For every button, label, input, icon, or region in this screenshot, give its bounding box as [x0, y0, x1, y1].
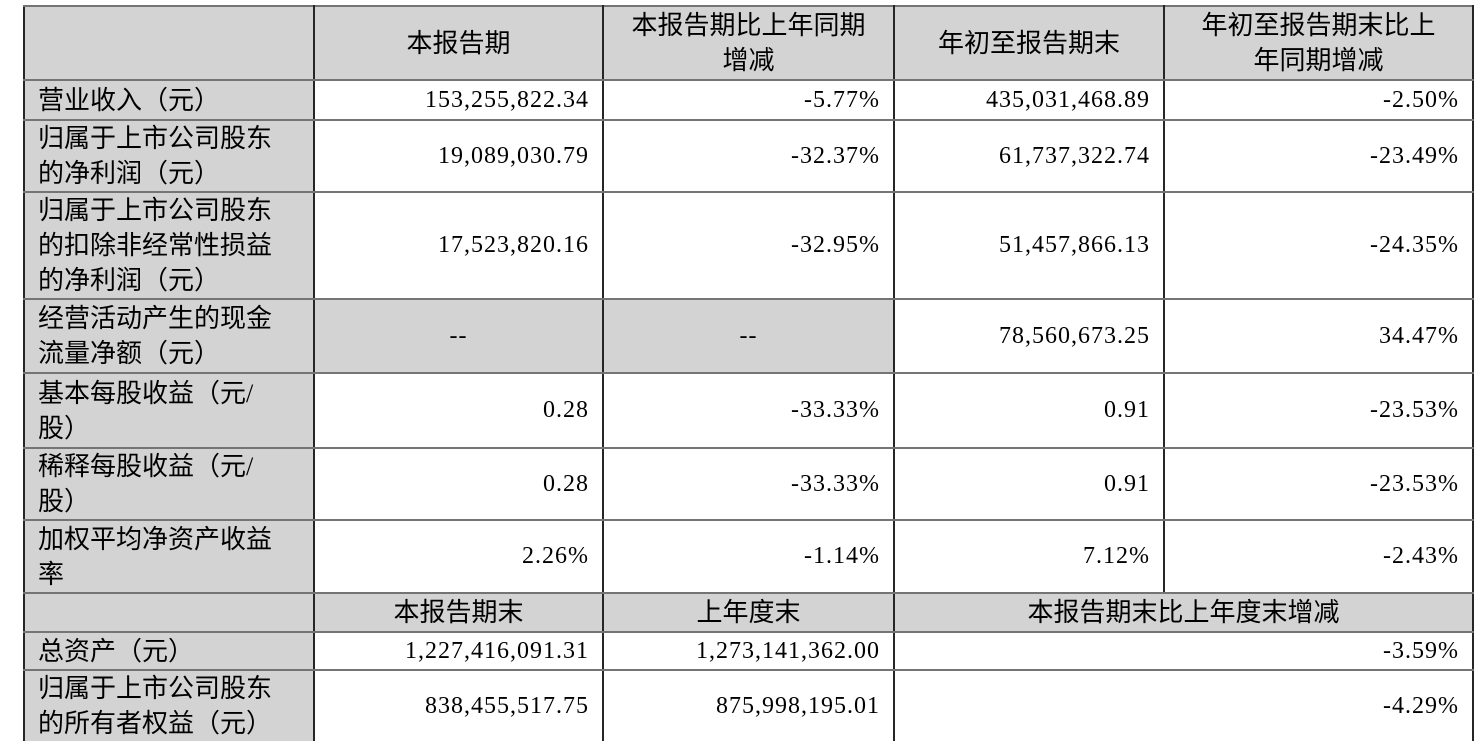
- row-label: 加权平均净资产收益 率: [23, 519, 315, 594]
- ytd-value: 435,031,468.89: [893, 79, 1165, 121]
- current-period-yoy-na-cell: --: [602, 298, 895, 374]
- table-row-revenue: 营业收入（元） 153,255,822.34 -5.77% 435,031,46…: [23, 79, 1474, 121]
- current-period-na-cell: --: [313, 298, 604, 374]
- column-header-prev-year-end: 上年度末: [602, 592, 895, 633]
- current-period-value: 0.28: [313, 447, 604, 521]
- table-row-net-profit: 归属于上市公司股东 的净利润（元） 19,089,030.79 -32.37% …: [23, 119, 1474, 193]
- financial-summary-table: 本报告期 本报告期比上年同期 增减 年初至报告期末 年初至报告期末比上 年同期增…: [23, 5, 1474, 741]
- ytd-value: 0.91: [893, 447, 1165, 521]
- change-value: -4.29%: [893, 669, 1474, 741]
- header-row-bottom: 本报告期末 上年度末 本报告期末比上年度末增减: [23, 592, 1474, 633]
- column-header-period-end-vs-prev-year-end: 本报告期末比上年度末增减: [893, 592, 1474, 633]
- ytd-value: 7.12%: [893, 519, 1165, 594]
- column-header-period-end: 本报告期末: [313, 592, 604, 633]
- table-row-net-profit-excl-nonrecurring: 归属于上市公司股东 的扣除非经常性损益 的净利润（元） 17,523,820.1…: [23, 191, 1474, 300]
- ytd-yoy-value: -23.49%: [1163, 119, 1474, 193]
- current-period-yoy-value: -32.95%: [602, 191, 895, 300]
- row-label: 基本每股收益（元/ 股）: [23, 372, 315, 449]
- current-period-value: 17,523,820.16: [313, 191, 604, 300]
- row-label: 归属于上市公司股东 的所有者权益（元）: [23, 669, 315, 741]
- ytd-value: 51,457,866.13: [893, 191, 1165, 300]
- ytd-yoy-value: 34.47%: [1163, 298, 1474, 374]
- prev-year-end-value: 1,273,141,362.00: [602, 631, 895, 671]
- ytd-value: 0.91: [893, 372, 1165, 449]
- row-label: 经营活动产生的现金 流量净额（元）: [23, 298, 315, 374]
- table-row-total-assets: 总资产（元） 1,227,416,091.31 1,273,141,362.00…: [23, 631, 1474, 671]
- ytd-yoy-value: -23.53%: [1163, 372, 1474, 449]
- table-row-basic-eps: 基本每股收益（元/ 股） 0.28 -33.33% 0.91 -23.53%: [23, 372, 1474, 449]
- ytd-yoy-value: -2.43%: [1163, 519, 1474, 594]
- table-row-weighted-avg-roe: 加权平均净资产收益 率 2.26% -1.14% 7.12% -2.43%: [23, 519, 1474, 594]
- current-period-value: 2.26%: [313, 519, 604, 594]
- ytd-yoy-value: -2.50%: [1163, 79, 1474, 121]
- period-end-value: 838,455,517.75: [313, 669, 604, 741]
- period-end-value: 1,227,416,091.31: [313, 631, 604, 671]
- row-label: 总资产（元）: [23, 631, 315, 671]
- current-period-yoy-value: -32.37%: [602, 119, 895, 193]
- column-header-ytd-yoy: 年初至报告期末比上 年同期增减: [1163, 5, 1474, 81]
- row-label: 归属于上市公司股东 的净利润（元）: [23, 119, 315, 193]
- column-header-ytd: 年初至报告期末: [893, 5, 1165, 81]
- row-label: 归属于上市公司股东 的扣除非经常性损益 的净利润（元）: [23, 191, 315, 300]
- column-header-current-period-yoy: 本报告期比上年同期 增减: [602, 5, 895, 81]
- prev-year-end-value: 875,998,195.01: [602, 669, 895, 741]
- change-value: -3.59%: [893, 631, 1474, 671]
- corner-cell: [23, 5, 315, 81]
- current-period-yoy-value: -33.33%: [602, 447, 895, 521]
- header-row-top: 本报告期 本报告期比上年同期 增减 年初至报告期末 年初至报告期末比上 年同期增…: [23, 5, 1474, 81]
- ytd-value: 61,737,322.74: [893, 119, 1165, 193]
- table-row-operating-cash-flow: 经营活动产生的现金 流量净额（元） -- -- 78,560,673.25 34…: [23, 298, 1474, 374]
- ytd-yoy-value: -23.53%: [1163, 447, 1474, 521]
- current-period-value: 0.28: [313, 372, 604, 449]
- table-row-owners-equity: 归属于上市公司股东 的所有者权益（元） 838,455,517.75 875,9…: [23, 669, 1474, 741]
- row-label: 营业收入（元）: [23, 79, 315, 121]
- current-period-value: 153,255,822.34: [313, 79, 604, 121]
- row-label: 稀释每股收益（元/ 股）: [23, 447, 315, 521]
- current-period-yoy-value: -1.14%: [602, 519, 895, 594]
- ytd-yoy-value: -24.35%: [1163, 191, 1474, 300]
- column-header-current-period: 本报告期: [313, 5, 604, 81]
- table-row-diluted-eps: 稀释每股收益（元/ 股） 0.28 -33.33% 0.91 -23.53%: [23, 447, 1474, 521]
- current-period-yoy-value: -33.33%: [602, 372, 895, 449]
- current-period-value: 19,089,030.79: [313, 119, 604, 193]
- ytd-value: 78,560,673.25: [893, 298, 1165, 374]
- corner-cell: [23, 592, 315, 633]
- current-period-yoy-value: -5.77%: [602, 79, 895, 121]
